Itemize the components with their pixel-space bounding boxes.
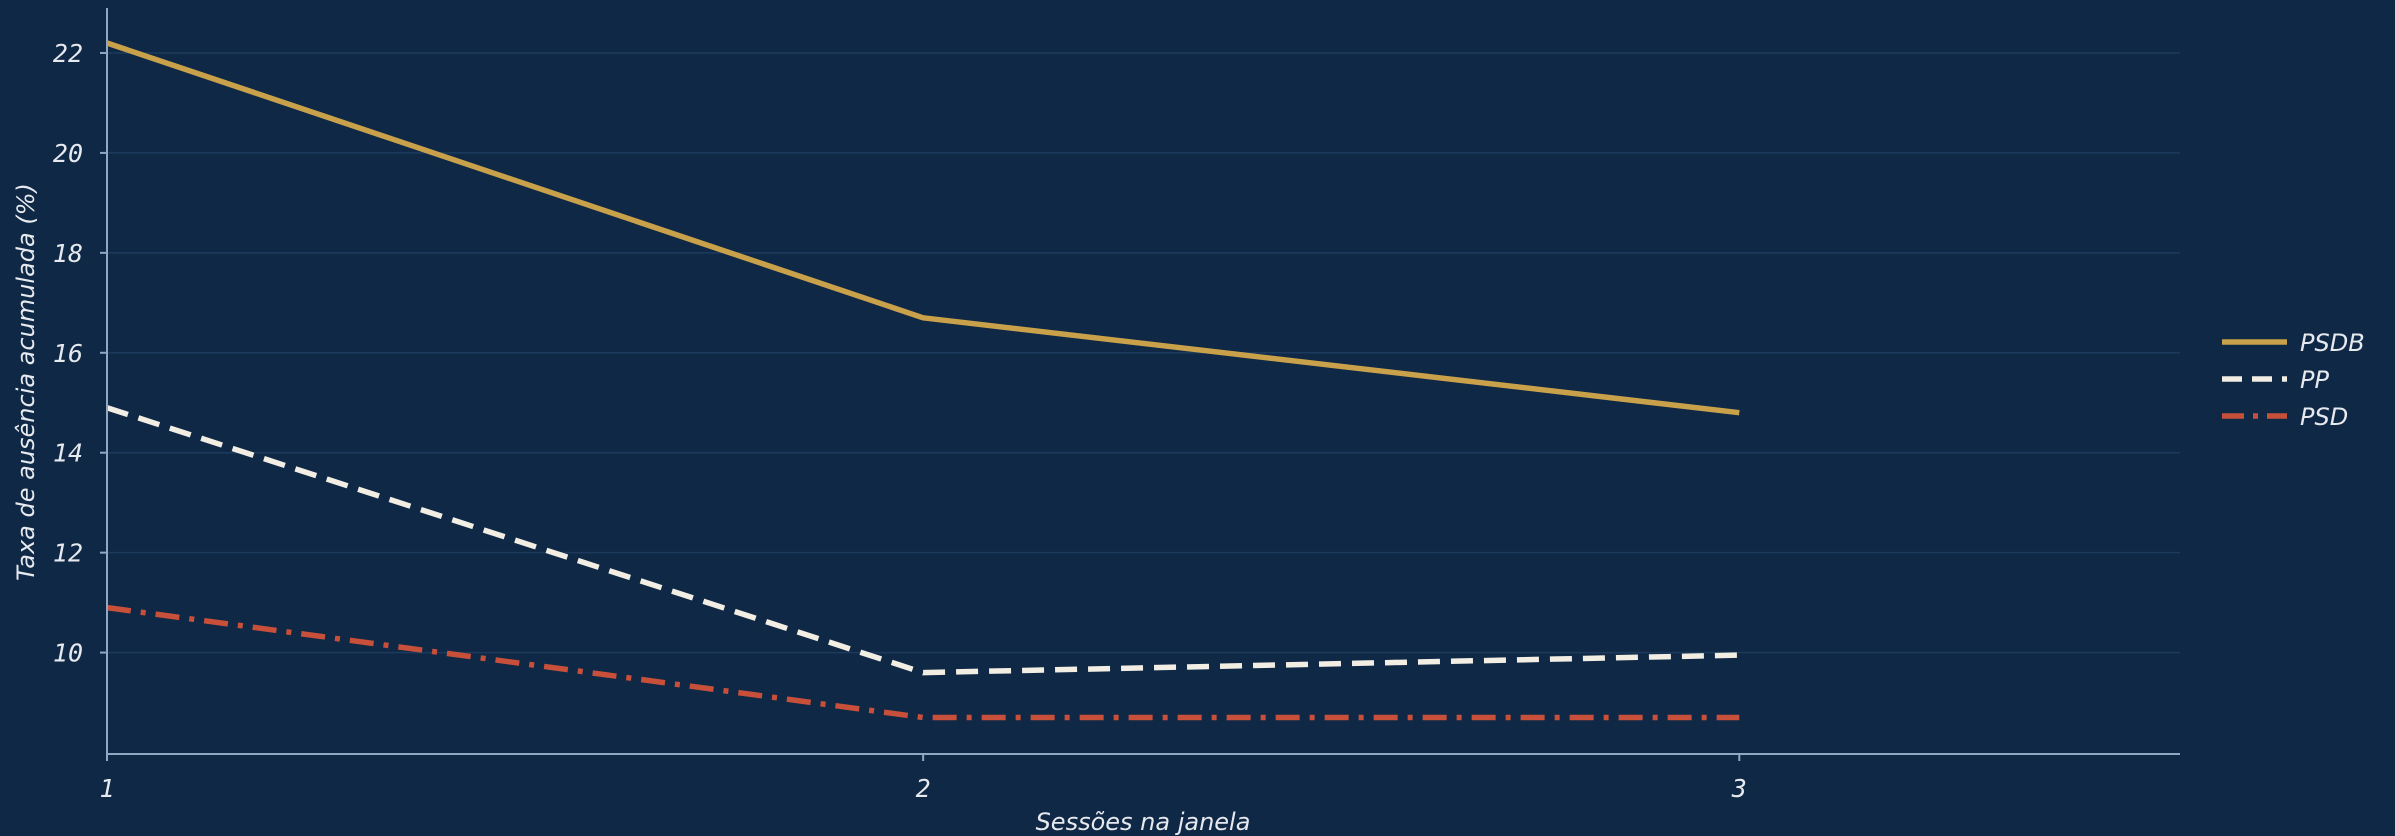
- y-tick-label-14: 14: [53, 439, 83, 468]
- axes-layer: [106, 8, 2180, 755]
- y-tick-label-10: 10: [53, 639, 83, 668]
- grid-layer: [107, 52, 2180, 654]
- legend: PSDB PP PSD: [2222, 329, 2365, 431]
- legend-label-pp: PP: [2300, 366, 2329, 394]
- y-tick-label-12: 12: [53, 539, 83, 568]
- series-line-pp: [106, 405, 1740, 676]
- x-tick-label-3: 3: [1731, 774, 1747, 803]
- x-axis-title: Sessões na janela: [1036, 808, 1251, 836]
- x-tick-label-1: 1: [99, 774, 114, 803]
- x-tick-label-2: 2: [916, 774, 931, 803]
- y-tick-label-22: 22: [53, 39, 83, 68]
- y-tick-label-20: 20: [53, 139, 83, 168]
- y-tick-label-16: 16: [53, 339, 83, 368]
- legend-label-psdb: PSDB: [2300, 329, 2365, 357]
- series-layer: [106, 40, 1740, 721]
- y-axis-title: Taxa de ausência acumulada (%): [12, 183, 40, 581]
- legend-label-psd: PSD: [2300, 403, 2348, 431]
- series-line-psdb: [106, 40, 1740, 416]
- y-tick-label-18: 18: [53, 239, 83, 268]
